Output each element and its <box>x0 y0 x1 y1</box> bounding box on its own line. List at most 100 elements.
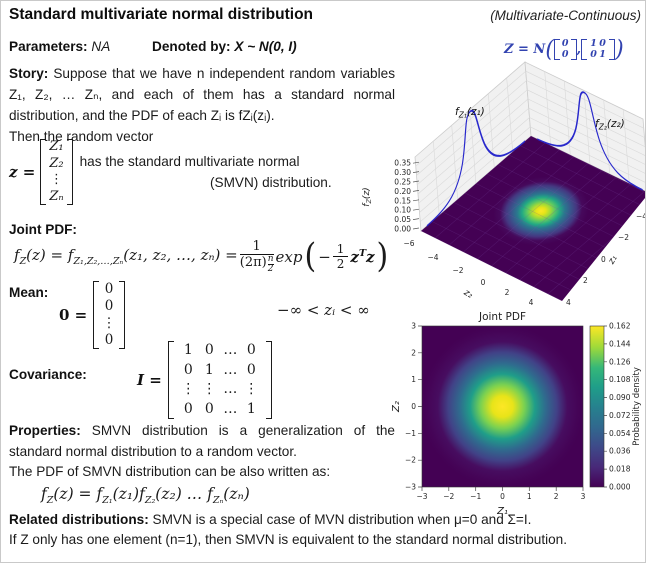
close-paren: ) <box>376 237 389 277</box>
z-vector-caption: has the standard multivariate normal (SM… <box>80 151 332 193</box>
normalizing-fraction: 1 (2π) n 2 <box>239 239 274 275</box>
right-bracket <box>265 341 272 419</box>
svg-text:0.15: 0.15 <box>394 196 411 205</box>
svg-text:0.072: 0.072 <box>609 411 631 420</box>
svg-text:0.10: 0.10 <box>394 206 411 215</box>
surface-plot-3d: 0.00 0.05 0.10 0.15 0.20 0.25 0.30 0.35 … <box>362 61 646 307</box>
z-vector-matrix: Z₁ Z₂ ⋮ Zₙ <box>40 139 73 205</box>
x-axis-tick-labels: −6 −4 −2 0 2 4 <box>403 239 533 307</box>
covariance-matrix-block: I = 1 0… 0 0 1… 0 ⋮ ⋮… ⋮ 0 0… 1 <box>137 341 272 419</box>
svg-text:−4: −4 <box>636 212 646 221</box>
svg-text:4: 4 <box>529 298 534 307</box>
svg-text:0.00: 0.00 <box>394 225 411 234</box>
surface-wireframe <box>421 136 645 301</box>
mean-cell: ⋮ <box>102 315 116 331</box>
page-title: Standard multivariate normal distributio… <box>9 6 314 23</box>
heatmap-x-tick-labels: −3 −2 −1 0 1 2 3 <box>416 492 585 501</box>
product-pdf-formula: fZ(z) = fZ₁(z₁)fZ₂(z₂) … fZₙ(zₙ) <box>41 485 250 506</box>
mean-vector: 0 = 0 0 ⋮ 0 <box>59 281 125 349</box>
svg-text:−6: −6 <box>403 239 414 248</box>
z-vector-cell: ⋮ <box>49 172 63 187</box>
z-vector-cell: Zₙ <box>49 188 64 204</box>
right-bracket <box>66 139 73 205</box>
right-wall-grid <box>525 70 645 184</box>
properties-paragraph: Properties: SMVN distribution is a gener… <box>9 421 395 483</box>
denoted-by-value: X ~ N(0, I) <box>234 39 297 54</box>
heatmap-title: Joint PDF <box>478 311 526 323</box>
identity-matrix: 1 0… 0 0 1… 0 ⋮ ⋮… ⋮ 0 0… 1 <box>167 341 272 419</box>
z-vector-lhs: z = <box>9 163 36 181</box>
close-paren: ) <box>615 36 624 63</box>
left-bracket <box>40 139 47 205</box>
svg-text:3: 3 <box>411 322 416 331</box>
mean-lhs: 0 = <box>59 306 88 324</box>
left-bracket <box>167 341 174 419</box>
caption-line-1: has the standard multivariate normal <box>79 154 300 169</box>
svg-text:0.35: 0.35 <box>394 159 411 168</box>
svg-text:2: 2 <box>411 348 416 357</box>
y-axis-label: z₁ <box>606 254 620 267</box>
heatmap-gradient <box>421 325 584 488</box>
svg-text:2: 2 <box>505 288 510 297</box>
joint-pdf-label: Joint PDF: <box>9 222 77 237</box>
parameters-line: Parameters: NA Denoted by: X ~ N(0, I) <box>9 39 297 54</box>
story-text: Suppose that we have n independent rando… <box>9 66 395 123</box>
annotation-lhs: Z = N <box>504 42 546 57</box>
properties-text: SMVN distribution is a generalization of… <box>9 423 395 459</box>
marginal-curve-z2 <box>537 91 643 191</box>
open-paren: ( <box>545 36 554 63</box>
related-label: Related distributions: <box>9 512 149 527</box>
denoted-by-label: Denoted by: <box>152 39 231 54</box>
marginal-curve-z1 <box>426 109 526 227</box>
properties-text-2: The PDF of SMVN distribution can be also… <box>9 464 331 479</box>
z-vector-definition: z = Z₁ Z₂ ⋮ Zₙ has the standard multivar… <box>9 139 332 205</box>
svg-text:−4: −4 <box>427 253 438 262</box>
heatmap-y-axis-label: Z₂ <box>391 401 402 413</box>
properties-label: Properties: <box>9 423 81 438</box>
svg-text:−2: −2 <box>443 492 454 501</box>
support-constraint: −∞ < zᵢ < ∞ <box>277 301 370 319</box>
marginal-label-z1: fZ₁(z₁) <box>455 106 485 120</box>
related-text-1: SMVN is a special case of MVN distributi… <box>152 512 532 527</box>
svg-text:−3: −3 <box>416 492 427 501</box>
open-paren: ( <box>304 237 317 277</box>
colorbar-tick-labels: 0.162 0.144 0.126 0.108 0.090 0.072 0.05… <box>609 322 631 492</box>
exp-function: exp <box>275 247 303 266</box>
svg-text:−3: −3 <box>405 483 416 492</box>
svg-text:0.20: 0.20 <box>394 187 411 196</box>
heatmap-x-axis-label: Z₁ <box>496 506 508 517</box>
covariance-lhs: I = <box>137 371 162 389</box>
parameters-label: Parameters: <box>9 39 88 54</box>
z-vector-cell: Z₂ <box>49 155 64 171</box>
svg-text:0.090: 0.090 <box>609 393 631 402</box>
mean-matrix: 0 0 ⋮ 0 <box>93 281 125 349</box>
svg-text:0.054: 0.054 <box>609 429 631 438</box>
story-paragraph: Story: Suppose that we have n independen… <box>9 63 395 147</box>
svg-text:0: 0 <box>411 402 416 411</box>
right-bracket <box>118 281 125 349</box>
y-axis-tick-labels: −6 −4 −2 0 2 4 <box>566 212 646 307</box>
svg-text:0.162: 0.162 <box>609 322 631 331</box>
svg-text:0.108: 0.108 <box>609 375 631 384</box>
svg-text:0.126: 0.126 <box>609 357 631 366</box>
surface-bump <box>493 176 589 246</box>
left-wall-grid <box>415 70 531 223</box>
svg-text:2: 2 <box>554 492 559 501</box>
svg-text:0.018: 0.018 <box>609 465 631 474</box>
x-axis-label: z₂ <box>461 287 474 301</box>
left-bracket <box>93 281 100 349</box>
svg-text:0.000: 0.000 <box>609 483 631 492</box>
colorbar-tickmarks <box>604 325 607 488</box>
heatmap-plot: Joint PDF −3 −2 −1 0 1 2 3 Z₁ 3 2 1 0 −1… <box>391 311 642 517</box>
colorbar-label: Probability density <box>632 367 642 446</box>
svg-text:3: 3 <box>581 492 586 501</box>
svg-text:1: 1 <box>411 375 416 384</box>
svg-text:2: 2 <box>583 276 588 285</box>
svg-text:1: 1 <box>527 492 532 501</box>
mean-cell: 0 <box>104 298 114 314</box>
svg-text:0.036: 0.036 <box>609 447 631 456</box>
